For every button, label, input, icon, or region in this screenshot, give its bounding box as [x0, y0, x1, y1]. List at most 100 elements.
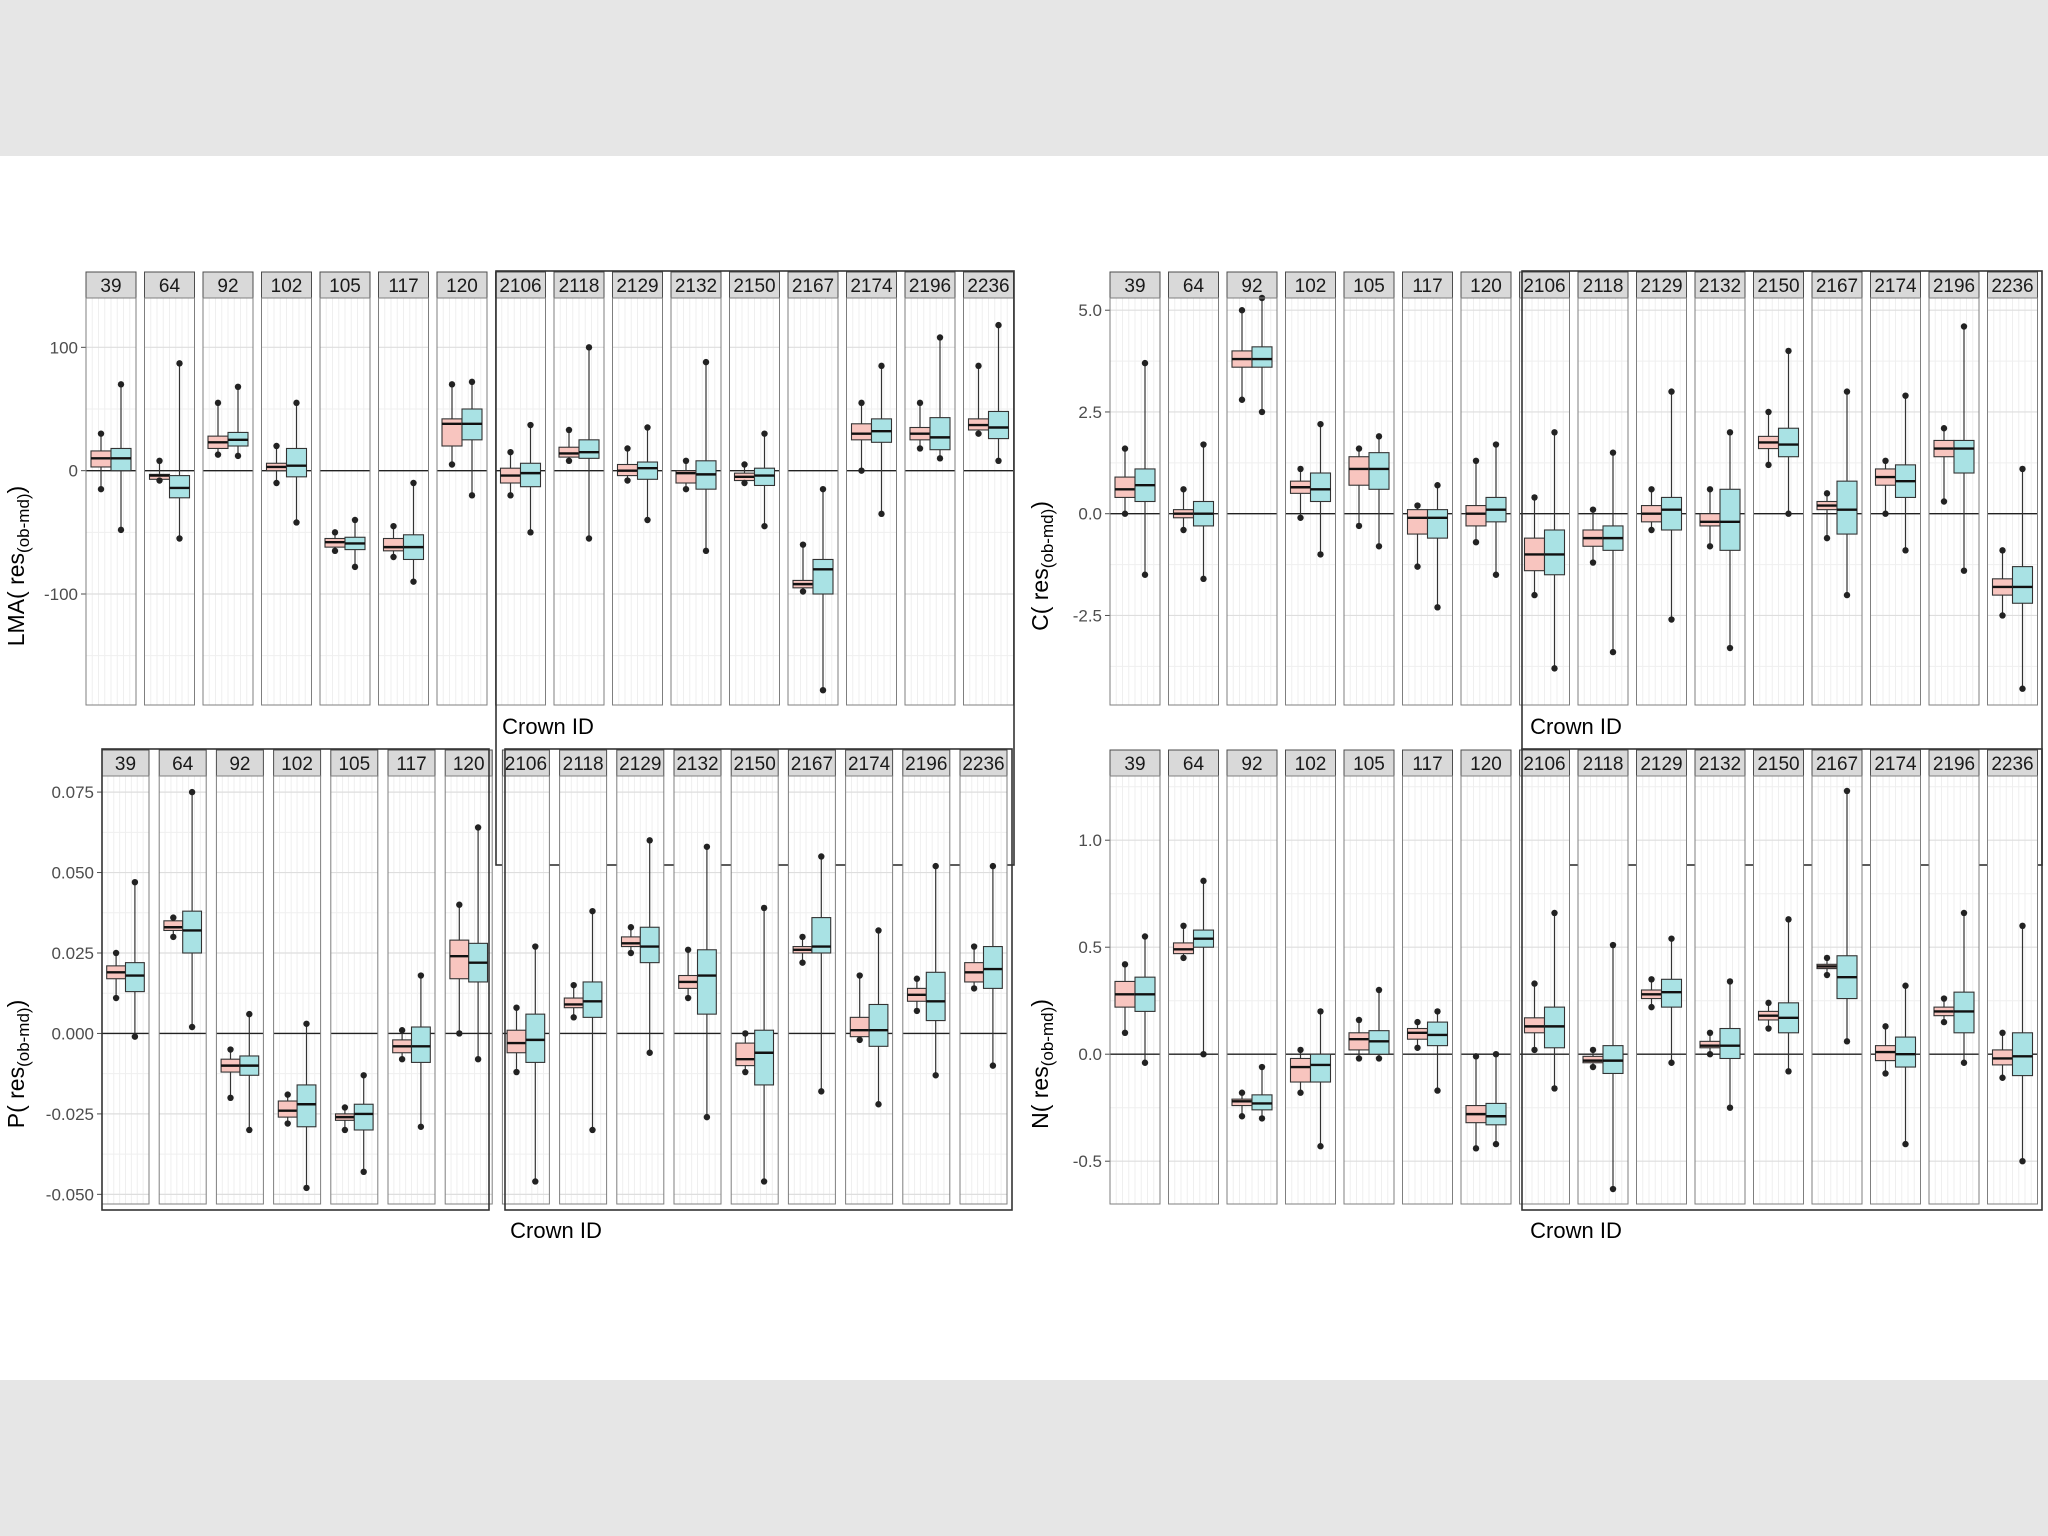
- facet-64: 64: [158, 749, 207, 1205]
- facet-strip: [1870, 271, 1921, 299]
- outlier-point: [702, 358, 710, 366]
- facet-strip-label: 39: [115, 754, 136, 775]
- facet-border: [215, 775, 264, 1205]
- box-group-1: [1874, 1023, 1897, 1077]
- outlier-point: [527, 421, 534, 429]
- box-group-1: [1172, 486, 1195, 534]
- box-iqr: [2011, 566, 2034, 604]
- outlier-point: [112, 949, 120, 957]
- box-iqr: [1289, 1057, 1312, 1083]
- outlier-point: [913, 1007, 921, 1015]
- outlier-point: [1589, 506, 1597, 513]
- facet-border: [1870, 775, 1921, 1205]
- outlier-point: [1960, 567, 1968, 574]
- box-group-2: [1251, 1063, 1273, 1122]
- facet-border: [1285, 297, 1336, 706]
- outlier-point: [913, 975, 921, 982]
- y-axis-title: N( res(ob-md)): [1027, 999, 1057, 1129]
- facet-border: [787, 775, 836, 1205]
- y-tick-label: -2.5: [1073, 606, 1102, 625]
- box-group-2: [402, 479, 425, 585]
- outlier-point: [627, 924, 635, 931]
- outlier-point: [1551, 429, 1558, 436]
- facet-border: [1811, 775, 1863, 1205]
- outlier-point: [1823, 971, 1831, 979]
- panel-top-right: C( res(ob-md)) 5.0 2.5 0.0 -2.5 Crown ID 39 64 9…: [1027, 270, 2043, 866]
- box-group-2: [1426, 1008, 1449, 1094]
- facet-border: [559, 775, 608, 1205]
- outlier-point: [741, 461, 748, 468]
- facet-border: [261, 297, 312, 706]
- facet-strip-label: 92: [1241, 276, 1262, 297]
- outlier-point: [1414, 563, 1421, 570]
- outlier-point: [1141, 571, 1149, 578]
- outlier-point: [970, 943, 978, 950]
- outlier-point: [1297, 514, 1304, 521]
- outlier-point: [989, 862, 997, 870]
- facet-2167: 2167: [1811, 271, 1863, 706]
- facet-2118: 2118: [1577, 271, 1629, 706]
- facet-group-frame: [1521, 748, 2043, 1211]
- facet-strip-label: 2132: [676, 754, 718, 775]
- facet-strip-label: 92: [229, 754, 250, 775]
- facet-strip-label: 2236: [962, 754, 1004, 775]
- facet-border: [845, 775, 894, 1205]
- facet-strip: [1226, 749, 1278, 777]
- box-group-2: [870, 362, 893, 518]
- facet-strip-label: 2106: [1523, 276, 1565, 297]
- facet-border: [1987, 297, 2038, 706]
- box-iqr: [410, 1026, 431, 1063]
- outlier-point: [1960, 1059, 1968, 1066]
- facet-strip: [1343, 749, 1395, 777]
- outlier-point: [936, 455, 944, 462]
- outlier-point: [468, 492, 476, 499]
- box-iqr: [277, 1100, 298, 1118]
- outlier-point: [1706, 1029, 1714, 1036]
- outlier-point: [741, 479, 748, 487]
- box-iqr: [382, 537, 405, 552]
- facet-120: 120: [1460, 749, 1512, 1205]
- facet-strip: [1285, 749, 1336, 777]
- outlier-point: [1706, 543, 1714, 550]
- outlier-point: [1609, 449, 1617, 456]
- outlier-point: [1375, 1055, 1383, 1062]
- outlier-point: [1882, 1070, 1889, 1077]
- facet-border: [1460, 297, 1512, 706]
- facet-border: [1636, 297, 1687, 706]
- facet-102: 102: [273, 749, 322, 1205]
- facet-105: 105: [1343, 271, 1395, 706]
- outlier-point: [1375, 433, 1383, 440]
- box-iqr: [519, 462, 542, 488]
- facet-2167: 2167: [1811, 749, 1863, 1205]
- facet-strip-label: 2106: [1523, 754, 1565, 775]
- box-group-1: [1465, 1053, 1487, 1152]
- box-group-2: [1602, 449, 1624, 656]
- box-group-1: [499, 448, 522, 499]
- box-iqr: [1699, 513, 1721, 527]
- facet-strip-label: 117: [1412, 754, 1442, 775]
- box-group-1: [558, 426, 580, 464]
- facet-strip-label: 2150: [1757, 754, 1799, 775]
- facet-strip-label: 2167: [1816, 276, 1858, 297]
- outlier-point: [1375, 986, 1383, 994]
- outlier-point: [170, 914, 177, 921]
- box-group-1: [733, 461, 756, 487]
- outlier-point: [646, 1049, 653, 1056]
- facet-strip: [1109, 749, 1161, 777]
- y-tick-label: 1.0: [1078, 831, 1102, 850]
- facet-strip-label: 102: [1295, 754, 1327, 775]
- outlier-point: [995, 457, 1002, 464]
- box-group-2: [868, 927, 889, 1108]
- facet-strip-label: 2118: [1583, 276, 1624, 297]
- facet-2167: 2167: [787, 749, 836, 1205]
- outlier-point: [398, 1055, 406, 1063]
- y-axis-title-subscript: (ob-md): [1038, 1007, 1057, 1067]
- outlier-point: [474, 824, 482, 831]
- facet-2106: 2106: [501, 749, 550, 1205]
- y-axis-title-end: ): [3, 1000, 29, 1008]
- figure-slide: LMA( res(ob-md)) 100 0 -100 Crown ID 39 64 92 10…: [0, 156, 2048, 1380]
- facet-strip: [1168, 271, 1219, 299]
- outlier-point: [644, 516, 651, 524]
- box-group-2: [1836, 388, 1858, 599]
- box-iqr: [1114, 476, 1136, 498]
